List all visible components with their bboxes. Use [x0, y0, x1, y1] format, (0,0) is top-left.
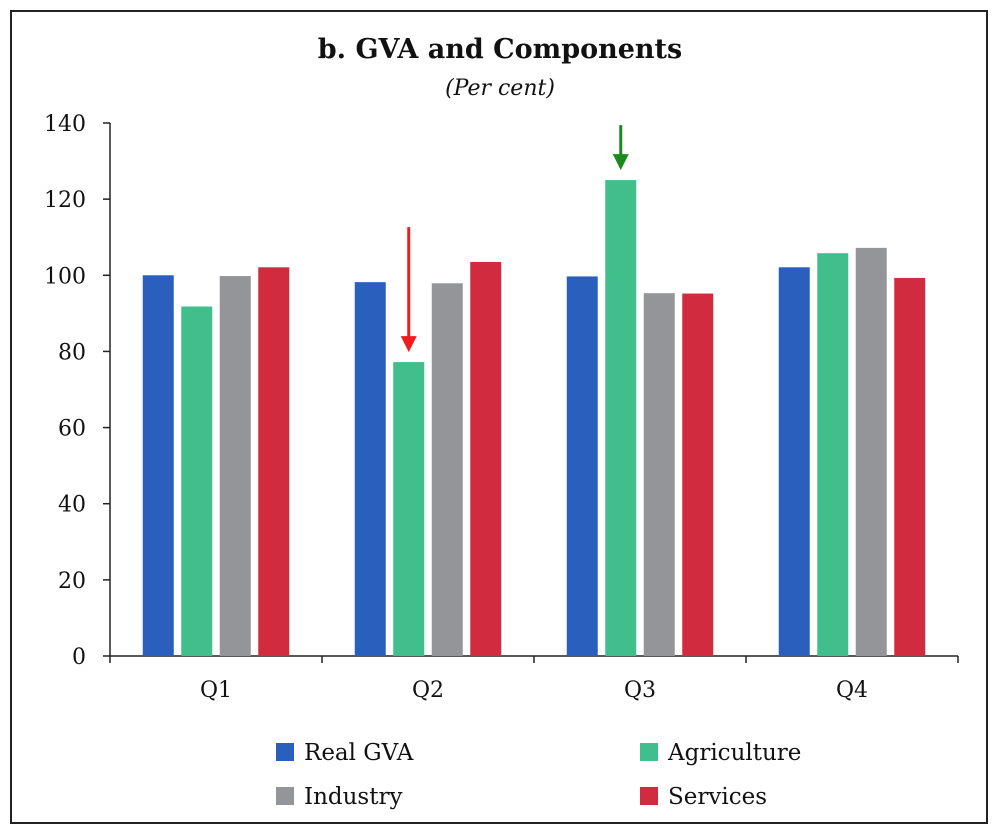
bar-services-q4 — [894, 277, 926, 656]
legend-swatch-agriculture — [640, 743, 658, 761]
y-tick-label: 20 — [58, 569, 86, 594]
bar-real-gva-q2 — [354, 282, 386, 656]
bar-industry-q1 — [219, 276, 251, 656]
x-axis: Q1 Q2 Q3 Q4 — [109, 655, 959, 703]
y-tick-label: 40 — [58, 493, 86, 518]
y-tick-label: 80 — [58, 340, 86, 365]
annotation-arrow-head — [612, 154, 629, 171]
chart-title: b. GVA and Components — [318, 34, 682, 65]
legend-label-industry: Industry — [304, 784, 402, 810]
x-tick-label: Q4 — [836, 678, 868, 703]
x-tick-label: Q1 — [200, 678, 232, 703]
y-tick-label: 140 — [44, 112, 86, 137]
x-tick-label: Q2 — [412, 678, 444, 703]
legend-swatch-real-gva — [276, 743, 294, 761]
bar-services-q1 — [258, 267, 290, 656]
annotations — [400, 125, 629, 353]
legend-label-real-gva: Real GVA — [304, 740, 414, 766]
y-tick-label: 100 — [44, 264, 86, 289]
chart-subtitle: (Per cent) — [445, 76, 555, 101]
y-tick-label: 60 — [58, 417, 86, 442]
bar-real-gva-q1 — [142, 275, 174, 656]
bar-services-q2 — [470, 261, 502, 656]
legend: Real GVA Agriculture Industry Services — [276, 740, 801, 810]
legend-swatch-services — [640, 787, 658, 805]
bar-real-gva-q4 — [778, 267, 810, 656]
bar-real-gva-q3 — [566, 276, 598, 656]
bar-agriculture-q3 — [605, 180, 637, 656]
legend-swatch-industry — [276, 787, 294, 805]
annotation-arrow-head — [400, 336, 417, 353]
bar-agriculture-q4 — [817, 253, 849, 656]
bar-industry-q4 — [855, 247, 887, 657]
bar-agriculture-q1 — [181, 306, 213, 656]
bar-agriculture-q2 — [393, 362, 425, 656]
legend-label-services: Services — [668, 784, 767, 810]
y-axis: 0 20 40 60 80 100 120 140 — [44, 112, 111, 670]
y-tick-label: 0 — [72, 645, 86, 670]
chart-frame — [10, 10, 988, 824]
bar-industry-q3 — [643, 293, 675, 656]
bar-industry-q2 — [431, 283, 463, 656]
bars — [142, 180, 926, 657]
bar-services-q3 — [682, 293, 714, 656]
y-tick-label: 120 — [44, 188, 86, 213]
x-tick-label: Q3 — [624, 678, 656, 703]
legend-label-agriculture: Agriculture — [667, 740, 801, 766]
